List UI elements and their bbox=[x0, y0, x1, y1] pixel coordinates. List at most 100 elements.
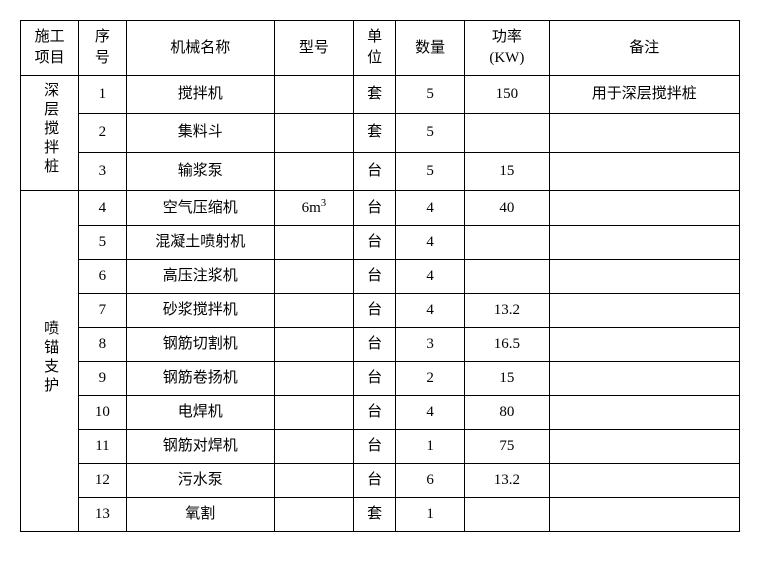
model-cell bbox=[274, 328, 353, 362]
remark-cell bbox=[549, 260, 739, 294]
unit-cell: 台 bbox=[354, 362, 396, 396]
remark-cell bbox=[549, 294, 739, 328]
unit-cell: 套 bbox=[354, 498, 396, 532]
model-cell bbox=[274, 114, 353, 152]
qty-cell: 4 bbox=[396, 294, 465, 328]
qty-cell: 6 bbox=[396, 464, 465, 498]
remark-cell bbox=[549, 498, 739, 532]
table-body: 深层搅拌桩1搅拌机套5150用于深层搅拌桩2集料斗套53输浆泵台515喷锚支护4… bbox=[21, 76, 740, 532]
header-remark: 备注 bbox=[549, 21, 739, 76]
table-row: 8钢筋切割机台316.5 bbox=[21, 328, 740, 362]
name-cell: 高压注浆机 bbox=[126, 260, 274, 294]
table-row: 12污水泵台613.2 bbox=[21, 464, 740, 498]
power-cell: 150 bbox=[465, 76, 550, 114]
seq-cell: 9 bbox=[79, 362, 127, 396]
header-model: 型号 bbox=[274, 21, 353, 76]
unit-cell: 台 bbox=[354, 464, 396, 498]
unit-cell: 台 bbox=[354, 294, 396, 328]
seq-cell: 10 bbox=[79, 396, 127, 430]
model-cell bbox=[274, 260, 353, 294]
remark-cell bbox=[549, 430, 739, 464]
power-cell: 75 bbox=[465, 430, 550, 464]
name-cell: 钢筋对焊机 bbox=[126, 430, 274, 464]
qty-cell: 1 bbox=[396, 430, 465, 464]
model-cell bbox=[274, 294, 353, 328]
model-cell bbox=[274, 152, 353, 190]
remark-cell bbox=[549, 191, 739, 226]
header-power: 功率(KW) bbox=[465, 21, 550, 76]
qty-cell: 4 bbox=[396, 260, 465, 294]
power-cell bbox=[465, 114, 550, 152]
qty-cell: 5 bbox=[396, 114, 465, 152]
model-cell bbox=[274, 362, 353, 396]
qty-cell: 5 bbox=[396, 76, 465, 114]
qty-cell: 2 bbox=[396, 362, 465, 396]
name-cell: 钢筋卷扬机 bbox=[126, 362, 274, 396]
seq-cell: 3 bbox=[79, 152, 127, 190]
remark-cell bbox=[549, 464, 739, 498]
seq-cell: 6 bbox=[79, 260, 127, 294]
table-row: 9钢筋卷扬机 台215 bbox=[21, 362, 740, 396]
name-cell: 砂浆搅拌机 bbox=[126, 294, 274, 328]
table-row: 5混凝土喷射机台4 bbox=[21, 226, 740, 260]
power-cell bbox=[465, 498, 550, 532]
seq-cell: 2 bbox=[79, 114, 127, 152]
remark-cell bbox=[549, 328, 739, 362]
seq-cell: 5 bbox=[79, 226, 127, 260]
equipment-table: 施工项目 序号 机械名称 型号 单位 数量 功率(KW) 备注 深层搅拌桩1搅拌… bbox=[20, 20, 740, 532]
unit-cell: 台 bbox=[354, 226, 396, 260]
table-row: 2集料斗套5 bbox=[21, 114, 740, 152]
header-project: 施工项目 bbox=[21, 21, 79, 76]
power-cell: 16.5 bbox=[465, 328, 550, 362]
project-cell: 喷锚支护 bbox=[21, 191, 79, 532]
seq-cell: 8 bbox=[79, 328, 127, 362]
seq-cell: 1 bbox=[79, 76, 127, 114]
unit-cell: 台 bbox=[354, 152, 396, 190]
unit-cell: 台 bbox=[354, 260, 396, 294]
header-name: 机械名称 bbox=[126, 21, 274, 76]
project-label: 深层搅拌桩 bbox=[39, 82, 60, 177]
unit-cell: 套 bbox=[354, 76, 396, 114]
model-cell bbox=[274, 396, 353, 430]
power-cell: 13.2 bbox=[465, 294, 550, 328]
model-cell bbox=[274, 498, 353, 532]
table-row: 13氧割套1 bbox=[21, 498, 740, 532]
seq-cell: 7 bbox=[79, 294, 127, 328]
name-cell: 搅拌机 bbox=[126, 76, 274, 114]
remark-cell bbox=[549, 396, 739, 430]
unit-cell: 台 bbox=[354, 191, 396, 226]
name-cell: 氧割 bbox=[126, 498, 274, 532]
seq-cell: 4 bbox=[79, 191, 127, 226]
header-seq: 序号 bbox=[79, 21, 127, 76]
model-cell bbox=[274, 464, 353, 498]
qty-cell: 4 bbox=[396, 191, 465, 226]
remark-cell bbox=[549, 114, 739, 152]
power-cell bbox=[465, 260, 550, 294]
seq-cell: 13 bbox=[79, 498, 127, 532]
name-cell: 混凝土喷射机 bbox=[126, 226, 274, 260]
unit-cell: 台 bbox=[354, 328, 396, 362]
seq-cell: 11 bbox=[79, 430, 127, 464]
project-label: 喷锚支护 bbox=[39, 320, 60, 396]
remark-cell bbox=[549, 362, 739, 396]
table-row: 喷锚支护4空气压缩机6m3台440 bbox=[21, 191, 740, 226]
table-row: 深层搅拌桩1搅拌机套5150用于深层搅拌桩 bbox=[21, 76, 740, 114]
table-row: 7砂浆搅拌机 台413.2 bbox=[21, 294, 740, 328]
project-cell: 深层搅拌桩 bbox=[21, 76, 79, 191]
seq-cell: 12 bbox=[79, 464, 127, 498]
name-cell: 空气压缩机 bbox=[126, 191, 274, 226]
qty-cell: 3 bbox=[396, 328, 465, 362]
qty-cell: 5 bbox=[396, 152, 465, 190]
table-row: 10电焊机台480 bbox=[21, 396, 740, 430]
power-cell: 15 bbox=[465, 362, 550, 396]
unit-cell: 套 bbox=[354, 114, 396, 152]
unit-cell: 台 bbox=[354, 430, 396, 464]
model-cell bbox=[274, 226, 353, 260]
power-cell bbox=[465, 226, 550, 260]
table-row: 3输浆泵台515 bbox=[21, 152, 740, 190]
header-row: 施工项目 序号 机械名称 型号 单位 数量 功率(KW) 备注 bbox=[21, 21, 740, 76]
name-cell: 污水泵 bbox=[126, 464, 274, 498]
table-row: 11钢筋对焊机 台175 bbox=[21, 430, 740, 464]
power-cell: 40 bbox=[465, 191, 550, 226]
remark-cell bbox=[549, 226, 739, 260]
